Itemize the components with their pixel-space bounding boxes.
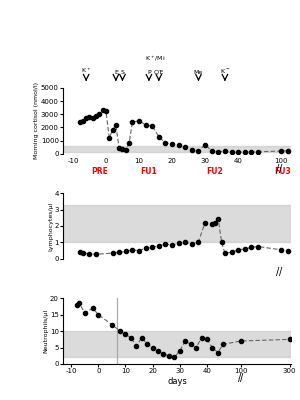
X-axis label: days: days xyxy=(167,377,187,386)
Text: FU2: FU2 xyxy=(207,167,224,176)
Text: FU1: FU1 xyxy=(140,167,157,176)
Bar xyxy=(63,331,291,358)
Text: C/E: C/E xyxy=(154,70,164,75)
Text: /: / xyxy=(240,372,243,382)
Text: /: / xyxy=(276,267,279,277)
Text: K$^+$: K$^+$ xyxy=(81,66,91,75)
Text: E: E xyxy=(114,70,118,75)
Y-axis label: Morning cortisol (nmol/l): Morning cortisol (nmol/l) xyxy=(34,82,39,159)
Text: /: / xyxy=(276,164,279,174)
Text: P: P xyxy=(147,70,151,75)
Text: /: / xyxy=(279,164,282,174)
Y-axis label: Neutrophils/µl: Neutrophils/µl xyxy=(44,309,48,353)
Text: /: / xyxy=(279,267,282,277)
Text: K$^-$: K$^-$ xyxy=(220,67,230,75)
Text: PRE: PRE xyxy=(91,167,108,176)
Text: Me: Me xyxy=(194,70,203,75)
Text: S: S xyxy=(121,70,124,75)
Y-axis label: Lymphocytes/µl: Lymphocytes/µl xyxy=(48,201,53,251)
Text: /: / xyxy=(238,372,241,382)
Text: FU3: FU3 xyxy=(275,167,291,176)
Bar xyxy=(63,146,291,152)
Text: K$^+$/Mi: K$^+$/Mi xyxy=(145,54,166,63)
Bar xyxy=(63,205,291,242)
